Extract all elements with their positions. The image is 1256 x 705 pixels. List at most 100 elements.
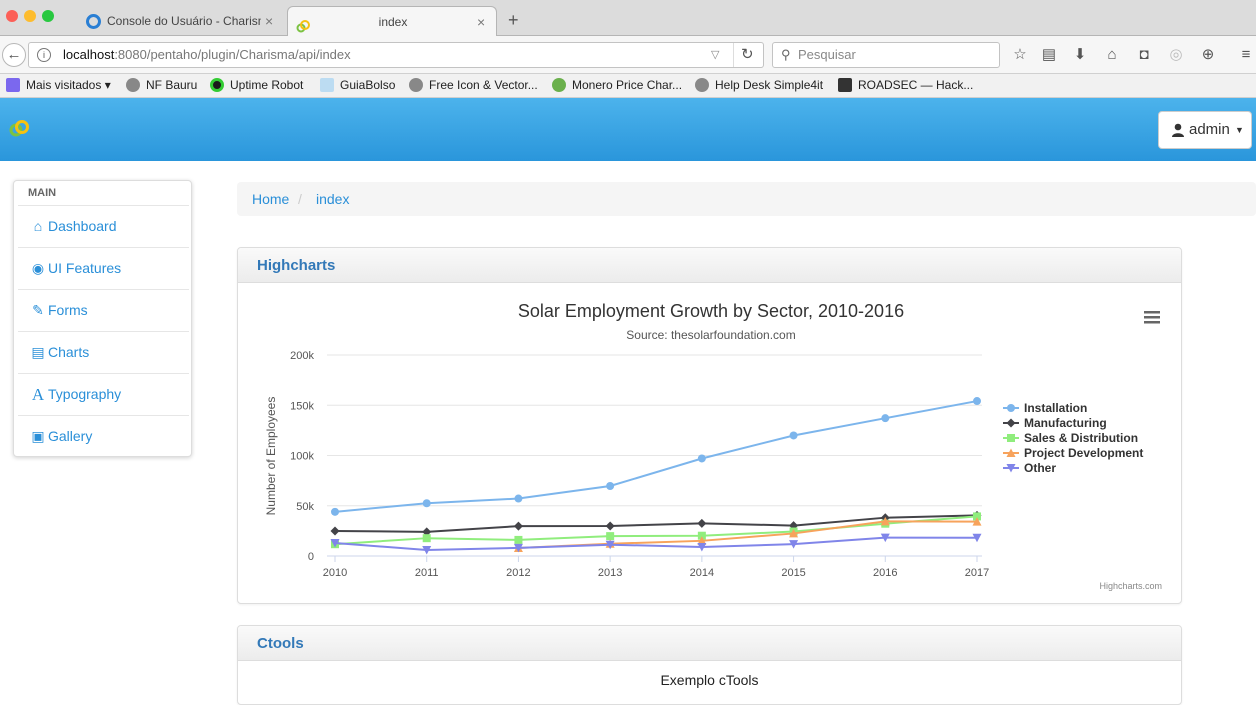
tab-index[interactable]: index × xyxy=(287,6,497,37)
data-point[interactable] xyxy=(880,516,890,526)
maximize-window-icon[interactable] xyxy=(42,10,54,22)
legend-item[interactable]: Manufacturing xyxy=(1003,416,1107,430)
data-point[interactable] xyxy=(513,521,523,531)
reading-list-icon[interactable]: ▤ xyxy=(1041,46,1057,63)
extension-icon[interactable]: ◎ xyxy=(1169,46,1183,63)
download-icon[interactable]: ⬇ xyxy=(1073,46,1087,63)
data-point[interactable] xyxy=(973,512,981,521)
data-point[interactable] xyxy=(606,481,615,490)
legend-item[interactable]: Sales & Distribution xyxy=(1003,431,1138,445)
home-icon: ⌂ xyxy=(33,218,43,234)
ctools-panel: Ctools Exemplo cTools xyxy=(237,625,1182,705)
chart-series xyxy=(330,397,982,555)
sidebar-item-typography[interactable]: A Typography xyxy=(18,373,189,415)
series-installation xyxy=(331,397,981,516)
legend-item[interactable]: Other xyxy=(1003,461,1056,475)
sidebar-item-label: Forms xyxy=(48,302,88,318)
globe-icon xyxy=(126,78,140,92)
data-point[interactable] xyxy=(422,534,431,543)
legend-marker[interactable] xyxy=(1007,404,1015,412)
legend-item[interactable]: Project Development xyxy=(1003,446,1143,460)
data-point[interactable] xyxy=(789,528,799,538)
search-icon: ⚲ xyxy=(781,47,791,62)
admin-dropdown-button[interactable]: admin ▼ xyxy=(1158,111,1252,149)
legend-marker[interactable] xyxy=(1006,448,1016,458)
data-point[interactable] xyxy=(789,431,798,440)
sidebar-item-gallery[interactable]: ▣ Gallery xyxy=(18,415,189,457)
data-point[interactable] xyxy=(422,546,432,555)
data-point[interactable] xyxy=(422,499,431,508)
data-point[interactable] xyxy=(331,507,339,516)
data-point[interactable] xyxy=(514,494,523,503)
back-icon[interactable]: ← xyxy=(2,43,26,67)
data-point[interactable] xyxy=(789,540,799,549)
data-point[interactable] xyxy=(973,397,981,406)
close-window-icon[interactable] xyxy=(6,10,18,22)
bookmark-help-desk[interactable]: Help Desk Simple4it xyxy=(695,74,823,98)
data-point[interactable] xyxy=(605,540,615,550)
sidebar-item-dashboard[interactable]: ⌂ Dashboard xyxy=(18,205,189,247)
data-point[interactable] xyxy=(972,533,982,543)
legend-marker[interactable] xyxy=(1006,418,1016,428)
new-tab-button[interactable]: + xyxy=(508,10,519,30)
data-point[interactable] xyxy=(697,536,707,545)
data-point[interactable] xyxy=(606,532,615,541)
bookmark-nf-bauru[interactable]: NF Bauru xyxy=(126,74,197,98)
sidebar-item-label: Gallery xyxy=(48,428,93,444)
bookmark-free-icon[interactable]: Free Icon & Vector... xyxy=(409,74,538,98)
chart-subtitle: Source: thesolarfoundation.com xyxy=(626,328,795,342)
breadcrumb-current[interactable]: index xyxy=(316,191,350,207)
swirl-icon xyxy=(86,14,101,29)
data-point[interactable] xyxy=(697,454,706,463)
x-tick-label: 2015 xyxy=(781,567,805,579)
data-point[interactable] xyxy=(330,539,340,548)
data-point[interactable] xyxy=(972,517,982,526)
data-point[interactable] xyxy=(422,527,432,537)
chart-menu-icon[interactable] xyxy=(1142,310,1162,326)
legend-marker[interactable] xyxy=(1006,464,1016,473)
bookmark-guiabolso[interactable]: GuiaBolso xyxy=(320,74,395,98)
data-point[interactable] xyxy=(880,533,890,543)
bookmark-monero[interactable]: Monero Price Char... xyxy=(552,74,682,98)
data-point[interactable] xyxy=(881,414,890,423)
data-point[interactable] xyxy=(514,535,523,544)
y-axis-title: Number of Employees xyxy=(264,397,278,516)
home-browser-icon[interactable]: ⌂ xyxy=(1107,46,1117,63)
menu-icon[interactable]: ≡ xyxy=(1241,46,1251,63)
chart-credits[interactable]: Highcharts.com xyxy=(1099,581,1162,591)
sidebar-item-charts[interactable]: ▤ Charts xyxy=(18,331,189,373)
data-point[interactable] xyxy=(697,531,706,540)
sidebar: MAIN ⌂ Dashboard ◉ UI Features ✎ Forms ▤… xyxy=(13,180,192,457)
close-tab-icon[interactable]: × xyxy=(477,14,486,30)
bookmark-star-icon[interactable]: ☆ xyxy=(1013,46,1027,63)
breadcrumb-home-link[interactable]: Home xyxy=(252,191,290,207)
data-point[interactable] xyxy=(513,543,523,553)
data-point[interactable] xyxy=(330,526,340,536)
legend-item[interactable]: Installation xyxy=(1003,401,1087,415)
data-point[interactable] xyxy=(697,518,707,528)
sidebar-item-forms[interactable]: ✎ Forms xyxy=(18,289,189,331)
bookmark-label: Help Desk Simple4it xyxy=(715,78,824,92)
series-line[interactable] xyxy=(334,514,978,533)
close-tab-icon[interactable]: × xyxy=(265,13,274,29)
info-icon[interactable]: i xyxy=(37,48,51,62)
series-line[interactable] xyxy=(334,515,978,546)
reload-icon[interactable]: ↻ xyxy=(741,46,754,63)
sidebar-item-ui-features[interactable]: ◉ UI Features xyxy=(18,247,189,289)
series-line[interactable] xyxy=(334,400,978,513)
bookmark-uptime-robot[interactable]: Uptime Robot xyxy=(210,74,303,98)
legend-marker[interactable] xyxy=(1007,434,1015,442)
bookmark-roadsec[interactable]: ROADSEC — Hack... xyxy=(838,74,973,98)
data-point[interactable] xyxy=(697,542,707,552)
bookmark-mais-visitados[interactable]: Mais visitados ▾ xyxy=(6,74,111,98)
url-bar[interactable]: i localhost:8080/pentaho/plugin/Charisma… xyxy=(28,42,764,68)
search-input[interactable]: ⚲ Pesquisar xyxy=(772,42,1000,68)
minimize-window-icon[interactable] xyxy=(24,10,36,22)
data-point[interactable] xyxy=(605,521,615,531)
pocket-icon[interactable]: ◘ xyxy=(1139,46,1149,63)
globe-extension-icon[interactable]: ⊕ xyxy=(1201,46,1215,63)
dropdown-arrow-icon[interactable]: ▽ xyxy=(711,49,720,61)
charisma-logo[interactable] xyxy=(8,119,32,139)
tab-console[interactable]: Console do Usuário - Charism × xyxy=(80,6,286,37)
series-line[interactable] xyxy=(334,536,978,552)
